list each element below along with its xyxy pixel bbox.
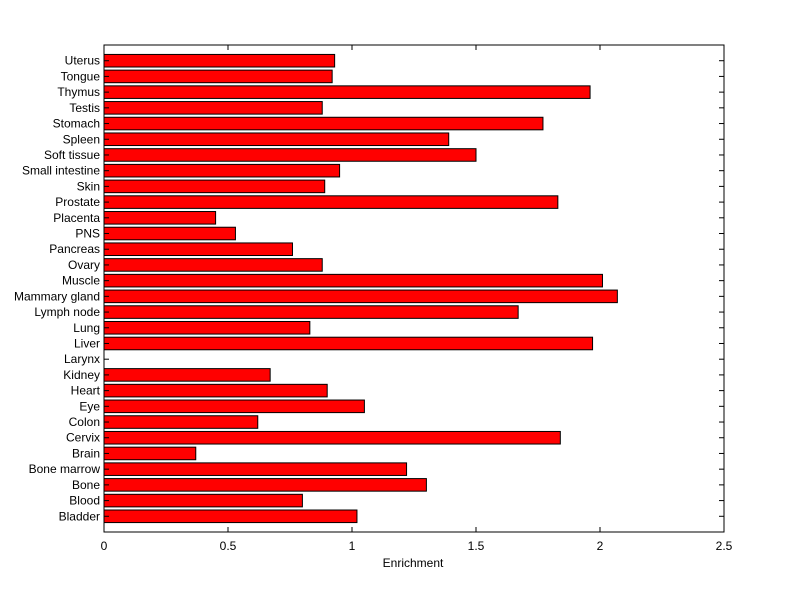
bar-colon (103, 415, 259, 429)
y-tick-label-small-intestine: Small intestine (22, 164, 100, 178)
y-tick-label-placenta: Placenta (53, 211, 100, 225)
y-tick-label-pancreas: Pancreas (49, 242, 100, 256)
y-tick-label-eye: Eye (79, 399, 100, 413)
plot-frame (103, 44, 725, 533)
bar-pns (103, 226, 236, 241)
y-tick-label-blood: Blood (69, 494, 100, 508)
y-tick-label-muscle: Muscle (62, 274, 100, 288)
bar-placenta (103, 211, 217, 225)
bar-bone (103, 478, 427, 492)
bar-tongue (103, 69, 333, 84)
y-tick-label-liver: Liver (74, 336, 100, 350)
y-tick-label-pns: PNS (75, 227, 100, 241)
bar-muscle (103, 273, 603, 288)
y-tick-label-larynx: Larynx (64, 352, 100, 366)
x-ticks-group: 0 0.5 1 1.5 2 2.5 (101, 45, 733, 553)
y-tick-label-cervix: Cervix (66, 431, 100, 445)
y-tick-label-thymus: Thymus (57, 85, 100, 99)
bar-eye (103, 399, 365, 414)
y-tick-label-spleen: Spleen (63, 132, 100, 146)
bar-bladder (103, 509, 358, 524)
y-tick-label-prostate: Prostate (55, 195, 100, 209)
bar-liver (103, 336, 594, 351)
y-tick-label-lymph-node: Lymph node (34, 305, 100, 319)
x-tick-label: 1.5 (468, 539, 485, 553)
bar-soft-tissue (103, 148, 477, 162)
y-tick-label-bone-marrow: Bone marrow (29, 462, 101, 476)
y-tick-label-heart: Heart (71, 384, 101, 398)
y-tick-label-tongue: Tongue (61, 69, 101, 83)
y-tick-label-bone: Bone (72, 478, 100, 492)
bar-brain (103, 446, 197, 461)
y-tick-label-mammary-gland: Mammary gland (14, 289, 100, 303)
x-tick-label: 0.5 (220, 539, 237, 553)
y-tick-label-soft-tissue: Soft tissue (44, 148, 100, 162)
x-tick-label: 0 (101, 539, 108, 553)
y-tick-label-bladder: Bladder (59, 509, 100, 523)
y-tick-label-ovary: Ovary (68, 258, 100, 272)
bar-mammary-gland (103, 289, 618, 304)
y-tick-label-stomach: Stomach (53, 117, 100, 131)
y-tick-label-kidney: Kidney (63, 368, 100, 382)
bar-cervix (103, 430, 561, 445)
y-tick-label-testis: Testis (69, 101, 100, 115)
bar-bone-marrow (103, 462, 408, 476)
bar-small-intestine (103, 163, 341, 178)
y-tick-label-uterus: Uterus (65, 54, 100, 68)
x-tick-label: 2.5 (716, 539, 733, 553)
bar-ovary (103, 258, 323, 272)
bar-kidney (103, 368, 271, 382)
bar-thymus (103, 85, 591, 99)
bar-pancreas (103, 242, 293, 257)
y-tick-label-skin: Skin (77, 179, 100, 193)
bar-uterus (103, 53, 336, 68)
x-axis-label: Enrichment (383, 556, 444, 570)
bar-testis (103, 101, 323, 115)
bar-spleen (103, 132, 450, 147)
bar-prostate (103, 195, 559, 209)
bar-blood (103, 493, 303, 508)
x-tick-label: 1 (349, 539, 356, 553)
bar-skin (103, 179, 326, 194)
bar-heart (103, 383, 328, 398)
y-tick-label-lung: Lung (73, 321, 100, 335)
y-tick-label-colon: Colon (69, 415, 100, 429)
y-tick-label-brain: Brain (72, 446, 100, 460)
x-tick-label: 2 (597, 539, 604, 553)
bar-lymph-node (103, 305, 519, 319)
bar-lung (103, 320, 311, 335)
bar-stomach (103, 116, 544, 131)
